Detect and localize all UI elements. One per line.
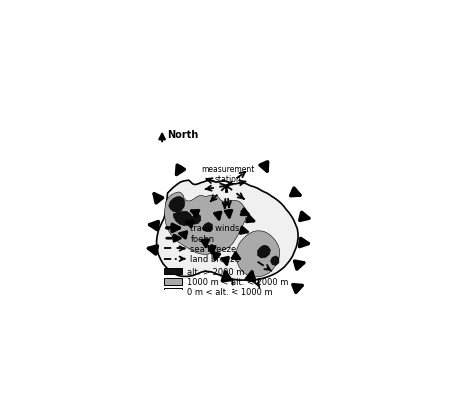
Polygon shape	[202, 223, 213, 232]
Text: 0 m < alt. < 1000 m: 0 m < alt. < 1000 m	[187, 288, 273, 296]
Polygon shape	[164, 192, 246, 255]
Text: alt. > 2000 m: alt. > 2000 m	[187, 267, 244, 276]
Polygon shape	[156, 181, 298, 280]
Text: measurement
station: measurement station	[201, 165, 255, 184]
Polygon shape	[191, 214, 201, 225]
Bar	[164, 289, 182, 295]
Text: land breeze: land breeze	[191, 255, 240, 264]
Polygon shape	[173, 212, 192, 226]
Bar	[164, 268, 182, 275]
Text: 1000 m < alt. < 2000 m: 1000 m < alt. < 2000 m	[187, 277, 288, 286]
Bar	[164, 278, 182, 285]
Text: sea breeze: sea breeze	[191, 244, 237, 254]
Text: North: North	[167, 130, 199, 140]
Polygon shape	[169, 197, 185, 213]
Polygon shape	[258, 245, 271, 258]
Text: foehn: foehn	[191, 234, 215, 243]
Polygon shape	[237, 231, 280, 277]
Text: trade winds: trade winds	[191, 224, 240, 233]
Polygon shape	[271, 256, 279, 266]
